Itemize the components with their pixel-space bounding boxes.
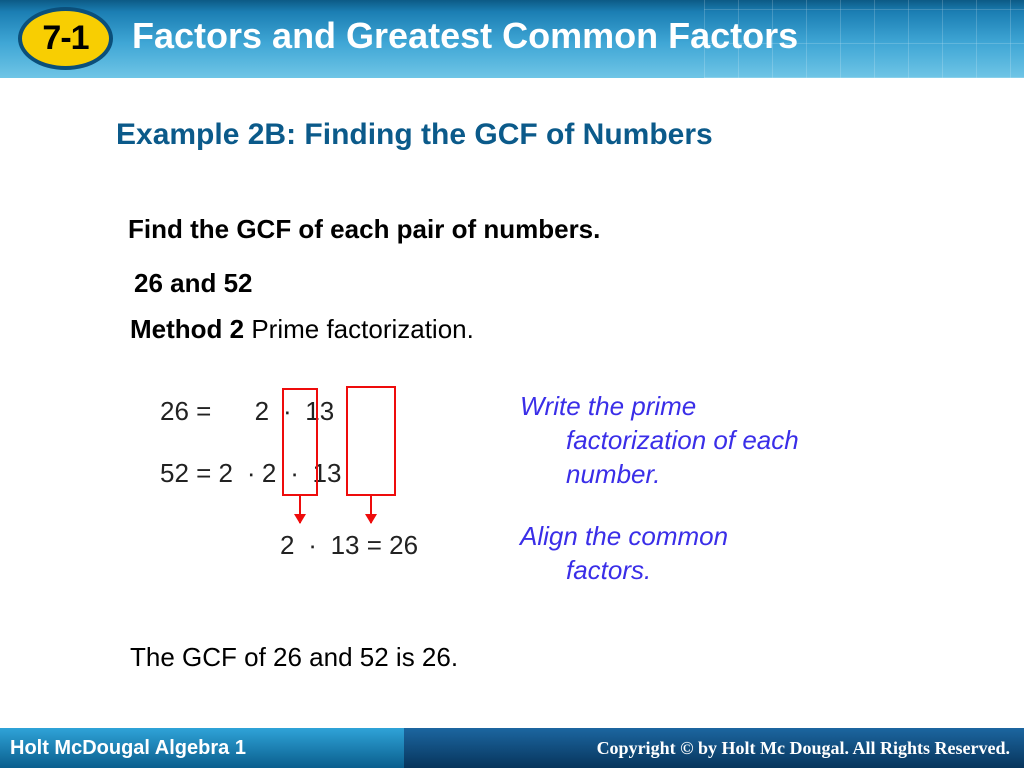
hint1-line2: factorization of each — [520, 424, 950, 458]
highlight-box-1 — [282, 388, 318, 496]
conclusion-text: The GCF of 26 and 52 is 26. — [130, 642, 458, 673]
hint2-line1: Align the common — [520, 521, 728, 551]
hint-align-factors: Align the common factors. — [520, 520, 950, 588]
arrow-down-1 — [299, 496, 301, 523]
arrow-down-2 — [370, 496, 372, 523]
hint1-line3: number. — [520, 458, 950, 492]
hint2-line2: factors. — [520, 554, 950, 588]
highlight-box-2 — [346, 386, 396, 496]
chapter-title: Factors and Greatest Common Factors — [132, 15, 798, 57]
method-line: Method 2 Prime factorization. — [130, 314, 474, 345]
section-badge: 7-1 — [18, 7, 113, 70]
gcf-result-row: 2 ∙ 13 = 26 — [280, 530, 418, 561]
footer-left-text: Holt McDougal Algebra 1 — [0, 728, 404, 768]
hint1-line1: Write the prime — [520, 391, 696, 421]
header-bar: 7-1 Factors and Greatest Common Factors — [0, 0, 1024, 78]
method-description: Prime factorization. — [244, 314, 474, 344]
method-label: Method 2 — [130, 314, 244, 344]
footer-copyright: Copyright © by Holt Mc Dougal. All Right… — [404, 728, 1024, 768]
hint-prime-factorization: Write the prime factorization of each nu… — [520, 390, 950, 491]
section-number: 7-1 — [42, 19, 88, 58]
instruction-text: Find the GCF of each pair of numbers. — [128, 214, 600, 245]
example-title: Example 2B: Finding the GCF of Numbers — [116, 118, 713, 152]
footer-bar: Holt McDougal Algebra 1 Copyright © by H… — [0, 728, 1024, 768]
number-pair: 26 and 52 — [134, 268, 253, 299]
